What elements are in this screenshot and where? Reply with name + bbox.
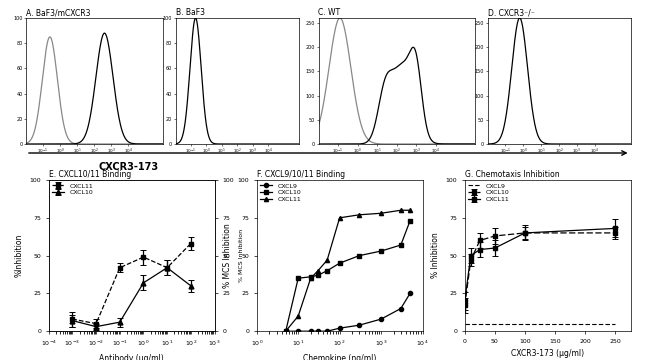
Text: A. BaF3/mCXCR3: A. BaF3/mCXCR3	[26, 8, 90, 17]
CXCL9	[612, 321, 619, 326]
CXCL9	[294, 329, 302, 333]
CXCL9	[356, 323, 363, 327]
Y-axis label: % Inhibition: % Inhibition	[431, 233, 440, 279]
Y-axis label: % MCS Inhibition: % MCS Inhibition	[223, 223, 232, 288]
CXCL11	[335, 216, 343, 220]
X-axis label: Chemokine (ng/ml): Chemokine (ng/ml)	[303, 354, 376, 360]
CXCL11	[314, 269, 322, 273]
Legend: CXCL11, CXCL10: CXCL11, CXCL10	[52, 183, 93, 195]
Text: G. Chemotaxis Inhibition: G. Chemotaxis Inhibition	[465, 170, 560, 179]
CXCL9	[406, 291, 414, 296]
CXCL10	[406, 219, 414, 223]
CXCL11	[282, 329, 290, 333]
CXCL11	[397, 208, 405, 212]
Y-axis label: % MCS Inhibition: % MCS Inhibition	[239, 229, 244, 282]
CXCL10	[314, 273, 322, 278]
CXCL10	[356, 253, 363, 258]
CXCL11	[377, 211, 385, 215]
CXCL11	[307, 276, 315, 280]
Line: CXCL9: CXCL9	[283, 291, 412, 333]
CXCL10	[282, 329, 290, 333]
CXCL9	[476, 321, 484, 326]
CXCL9	[467, 321, 474, 326]
CXCL11	[294, 314, 302, 318]
CXCL10	[307, 275, 315, 279]
CXCL9	[282, 329, 290, 333]
Line: CXCL11: CXCL11	[283, 208, 412, 333]
CXCL9	[307, 329, 315, 333]
Text: E. CXCL10/11 Binding: E. CXCL10/11 Binding	[49, 170, 131, 179]
CXCL10	[335, 261, 343, 265]
Text: B. BaF3: B. BaF3	[176, 8, 205, 17]
Text: F. CXCL9/10/11 Binding: F. CXCL9/10/11 Binding	[257, 170, 345, 179]
CXCL9	[491, 321, 499, 326]
CXCL11	[323, 258, 331, 262]
CXCL9	[314, 329, 322, 333]
CXCL10	[397, 243, 405, 247]
CXCL9	[323, 329, 331, 333]
CXCL9	[461, 321, 469, 326]
CXCL11	[406, 208, 414, 212]
CXCL9	[536, 321, 544, 326]
Text: C. WT: C. WT	[318, 8, 341, 17]
CXCL9	[397, 306, 405, 311]
Legend: CXCL9, CXCL10, CXCL11: CXCL9, CXCL10, CXCL11	[468, 183, 509, 202]
X-axis label: Antibody (μg/ml): Antibody (μg/ml)	[99, 354, 164, 360]
CXCL10	[294, 276, 302, 280]
CXCL9	[521, 321, 529, 326]
CXCL11	[356, 213, 363, 217]
CXCL10	[323, 269, 331, 273]
Legend: CXCL9, CXCL10, CXCL11: CXCL9, CXCL10, CXCL11	[260, 183, 301, 202]
CXCL9	[335, 326, 343, 330]
CXCL10	[377, 249, 385, 253]
Line: CXCL10: CXCL10	[283, 219, 412, 333]
CXCL9	[377, 317, 385, 321]
Text: CXCR3-173: CXCR3-173	[99, 162, 159, 172]
X-axis label: CXCR3-173 (μg/ml): CXCR3-173 (μg/ml)	[511, 350, 584, 359]
Y-axis label: %Inhibition: %Inhibition	[15, 234, 24, 277]
Text: D. CXCR3⁻/⁻: D. CXCR3⁻/⁻	[488, 8, 534, 17]
